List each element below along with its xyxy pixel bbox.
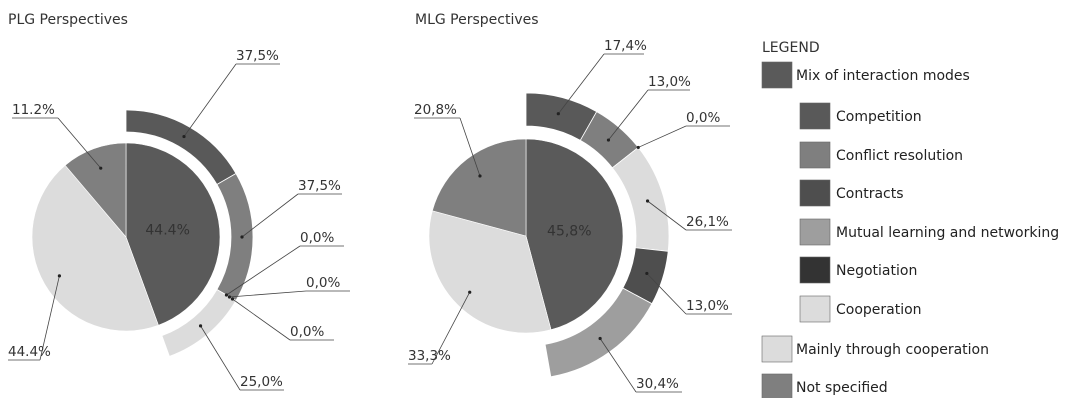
legend-swatch-negotiation — [799, 256, 831, 284]
mlg-mutual-zero-label: 0,0% — [686, 110, 720, 126]
legend-swatch-mix-of-interaction-modes — [761, 61, 793, 89]
legend-swatch-cooperation — [799, 295, 831, 323]
mlg-ring-mutual-learning-and-networking-5 — [544, 287, 653, 378]
legend-swatch-competition — [799, 102, 831, 130]
plg-mutual-label: 0,0% — [306, 275, 340, 291]
legend-label-contracts: Contracts — [836, 186, 904, 202]
legend-label-cooperation: Cooperation — [836, 302, 922, 318]
legend-title: LEGEND — [762, 40, 820, 56]
mlg-chart: MLG Perspectives 45,8% 20,8% 33,3% 17,4% 13,… — [408, 12, 732, 393]
plg-mutual-leader — [229, 290, 307, 298]
legend-label-conflict-resolution: Conflict resolution — [836, 148, 963, 164]
plg-contracts-label: 0,0% — [300, 230, 334, 246]
plg-slice-mix-value: 44.4% — [145, 223, 189, 239]
legend-label-mainly-through-cooperation: Mainly through cooperation — [796, 342, 989, 358]
plg-slice-mix-of-interaction-modes — [125, 142, 221, 326]
plg-competition-label: 37,5% — [236, 48, 279, 64]
mlg-mutual-label: 30,4% — [636, 376, 679, 392]
legend-swatch-conflict-resolution — [799, 141, 831, 169]
mlg-mutual-dot — [598, 336, 602, 341]
mlg-cooperation-leader — [647, 200, 687, 231]
plg-conflict-label: 37,5% — [298, 178, 341, 194]
legend-label-mutual-learning-and-networking: Mutual learning and networking — [836, 225, 1059, 241]
legend-label-negotiation: Negotiation — [836, 263, 917, 279]
mlg-slice-not-specified — [431, 138, 527, 237]
mlg-mainly-cooperation-leader — [431, 292, 471, 365]
mlg-conflict-label: 13,0% — [648, 74, 691, 90]
plg-competition-dot — [182, 134, 186, 139]
plg-contracts-leader — [226, 245, 301, 296]
plg-competition-leader — [183, 63, 237, 137]
legend-swatch-mutual-learning-and-networking — [799, 218, 831, 246]
plg-mainly-cooperation-dot — [57, 274, 62, 278]
plg-chart-title: PLG Perspectives — [8, 12, 128, 28]
mlg-competition-dot — [556, 112, 560, 116]
mlg-conflict-dot — [606, 138, 611, 142]
plg-conflict-dot — [240, 235, 244, 239]
mlg-mutual-zero-dot — [636, 145, 640, 150]
plg-cooperation-dot — [198, 324, 203, 328]
mlg-mainly-cooperation-label: 33,3% — [408, 348, 451, 364]
mlg-slice-mix-of-interaction-modes — [525, 138, 624, 331]
plg-slice-mainly-through-cooperation — [31, 164, 159, 332]
mlg-competition-leader — [558, 53, 605, 114]
mlg-chart-title: MLG Perspectives — [415, 12, 539, 28]
mlg-conflict-leader — [608, 89, 649, 141]
mlg-slice-mainly-through-cooperation — [428, 210, 552, 334]
plg-not-specified-leader — [57, 117, 102, 169]
plg-mainly-cooperation-leader — [39, 275, 60, 361]
mlg-cooperation-label: 26,1% — [686, 214, 729, 230]
mlg-mutual-leader — [599, 338, 637, 393]
plg-ring-conflict-resolution-1 — [216, 172, 254, 302]
mlg-slice-mix-value: 45,8% — [547, 223, 591, 239]
mlg-mutual-zero-leader — [638, 125, 687, 148]
mlg-not-specified-leader — [459, 117, 481, 177]
plg-mutual-dot — [227, 295, 232, 299]
plg-not-specified-dot — [99, 166, 103, 170]
plg-cooperation-leader — [200, 325, 241, 391]
plg-negotiation-leader — [232, 298, 291, 341]
legend-label-not-specified: Not specified — [796, 380, 888, 396]
mlg-cooperation-dot — [645, 199, 650, 203]
legend-swatch-contracts — [799, 179, 831, 207]
plg-negotiation-label: 0,0% — [290, 324, 324, 340]
plg-not-specified-label: 11.2% — [12, 102, 55, 118]
mlg-not-specified-dot — [478, 174, 482, 178]
plg-chart: PLG Perspectives 44.4% 11.2% 44.4% 37,5% 37,… — [8, 12, 350, 391]
legend-label-competition: Competition — [836, 109, 922, 125]
plg-conflict-leader — [241, 193, 299, 238]
legend-swatch-not-specified — [761, 373, 793, 398]
mlg-contracts-label: 13,0% — [686, 298, 729, 314]
legend-swatch-mainly-through-cooperation — [761, 335, 793, 363]
plg-slice-not-specified — [64, 142, 127, 238]
mlg-contracts-dot — [645, 271, 649, 276]
plg-mainly-cooperation-label: 44.4% — [8, 344, 51, 360]
plg-cooperation-label: 25,0% — [240, 374, 283, 390]
mlg-competition-label: 17,4% — [604, 38, 647, 54]
mlg-mainly-cooperation-dot — [468, 290, 472, 294]
mlg-not-specified-label: 20,8% — [414, 102, 457, 118]
plg-ring-cooperation-5 — [161, 288, 237, 357]
legend: LEGEND Mix of interaction modes Competiti… — [761, 40, 1059, 398]
plg-contracts-dot — [224, 293, 229, 297]
mlg-contracts-leader — [646, 273, 687, 315]
legend-label-mix-of-interaction-modes: Mix of interaction modes — [796, 68, 970, 84]
plg-negotiation-dot — [230, 297, 235, 301]
